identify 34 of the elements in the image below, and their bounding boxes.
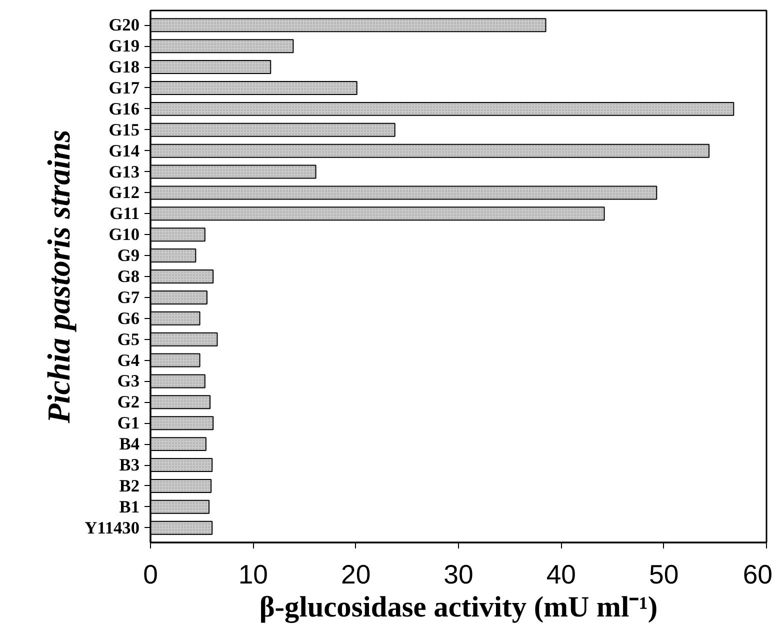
y-tick-label: G5 [117,330,140,349]
y-tick-label: G17 [108,78,140,98]
y-tick-label: G10 [108,225,140,244]
y-tick-label: G6 [117,308,140,328]
y-tick-label: Y11430 [84,518,140,538]
y-axis-title: Pichia pastoris strains [40,130,77,424]
x-axis-title: β-glucosidase activity (mU ml⁻¹) [259,592,658,624]
x-tick-label: 0 [143,560,158,590]
y-tick-label: G11 [110,204,140,224]
x-tick-label: 60 [742,560,772,590]
y-tick-label: G16 [108,99,140,118]
x-tick-label: 50 [649,560,679,590]
x-tick-label: 20 [341,560,371,590]
y-tick-label: G7 [117,288,140,307]
y-tick-label: G1 [117,414,140,433]
x-tick-label: 40 [546,560,576,590]
y-tick-label: B3 [119,456,140,475]
y-tick-label: G13 [108,162,140,182]
y-tick-label: B4 [119,434,140,454]
y-tick-label: G3 [117,372,140,391]
y-tick-label: G12 [108,183,140,202]
y-tick-label: G14 [108,141,140,160]
x-tick-label: 10 [238,560,268,590]
y-tick-label: G20 [108,16,140,35]
y-tick-label: G18 [108,58,140,77]
y-tick-label: G4 [117,350,140,370]
y-tick-label: B2 [119,476,140,496]
y-tick-label: G8 [117,267,140,286]
y-tick-label: G9 [117,246,140,266]
y-tick-label: G15 [108,120,140,140]
y-tick-label: G19 [108,36,140,56]
x-tick-label: 30 [444,560,474,590]
y-tick-label: G2 [117,392,140,412]
y-tick-label: B1 [119,497,140,516]
